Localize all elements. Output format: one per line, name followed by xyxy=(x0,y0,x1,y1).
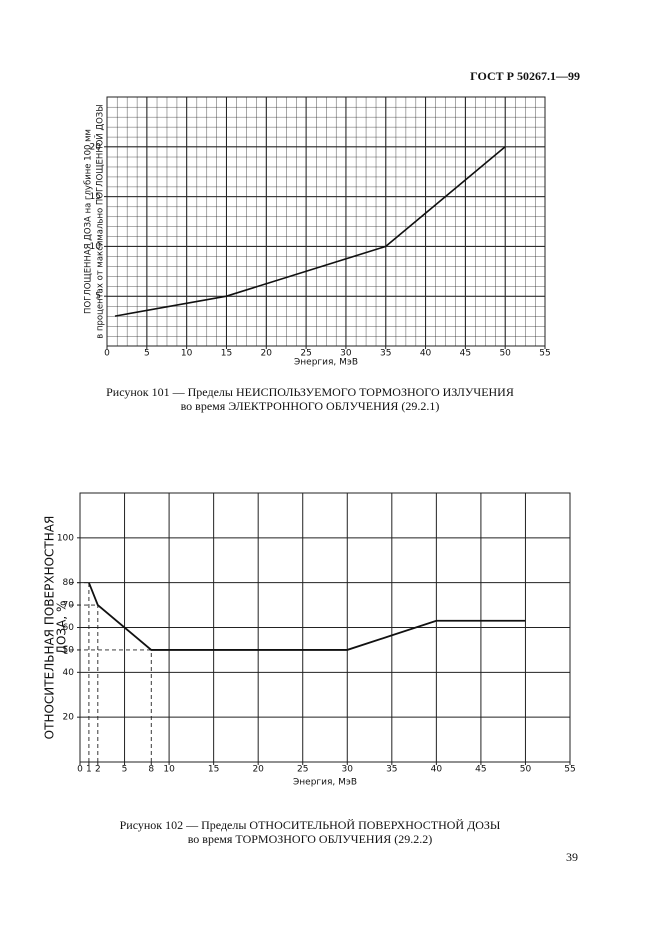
guide-line xyxy=(70,604,99,762)
figure-caption: Рисунок 102 — Пределы ОТНОСИТЕЛЬНОЙ ПОВЕ… xyxy=(120,818,501,832)
x-tick-label: 40 xyxy=(431,765,443,775)
x-tick-label: 55 xyxy=(539,349,550,359)
x-tick-label: 1 xyxy=(86,765,92,775)
data-line xyxy=(88,582,526,651)
x-tick-label: 55 xyxy=(564,765,575,775)
y-axis-label: ОТНОСИТЕЛЬНАЯ ПОВЕРХНОСТНАЯ xyxy=(43,516,57,740)
x-tick-label: 15 xyxy=(221,349,232,359)
x-tick-label: 50 xyxy=(520,765,532,775)
y-tick-label: 80 xyxy=(63,578,75,588)
y-axis-label: в процентах от максимально ПОГЛОЩЕННОЙ Д… xyxy=(94,104,106,339)
x-tick-label: 30 xyxy=(342,765,354,775)
x-axis-label: Энергия, МэВ xyxy=(293,778,357,788)
y-tick-label: 60 xyxy=(63,623,75,633)
data-line xyxy=(114,146,506,317)
x-tick-label: 25 xyxy=(300,349,311,359)
guide-line xyxy=(70,649,152,762)
x-tick-label: 25 xyxy=(297,765,308,775)
x-tick-label: 35 xyxy=(380,349,391,359)
y-axis-label: ПОГЛОЩЕННАЯ ДОЗА на глубине 100 мм xyxy=(84,129,94,314)
x-tick-label: 0 xyxy=(77,765,83,775)
x-tick-label: 5 xyxy=(144,349,150,359)
x-tick-label: 20 xyxy=(252,765,264,775)
y-tick-label: 50 xyxy=(63,645,75,655)
y-tick-label: 100 xyxy=(57,533,74,543)
x-tick-label: 45 xyxy=(460,349,471,359)
x-tick-label: 35 xyxy=(386,765,397,775)
x-tick-label: 15 xyxy=(208,765,219,775)
y-tick-label: 70 xyxy=(63,601,75,611)
x-tick-label: 40 xyxy=(420,349,432,359)
x-tick-label: 30 xyxy=(340,349,352,359)
y-tick-label: 20 xyxy=(90,142,102,152)
y-tick-label: 5 xyxy=(95,292,101,302)
x-tick-label: 8 xyxy=(148,765,154,775)
y-axis-label: ДОЗА, % xyxy=(55,601,69,655)
x-axis-label: Энергия, МэВ xyxy=(294,358,358,368)
guide-line xyxy=(70,582,90,762)
x-tick-label: 45 xyxy=(475,765,486,775)
x-tick-label: 0 xyxy=(104,349,110,359)
x-tick-label: 2 xyxy=(95,765,101,775)
x-tick-label: 50 xyxy=(499,349,511,359)
header: ГОСТ Р 50267.1—99 xyxy=(470,69,580,83)
y-tick-label: 20 xyxy=(63,713,75,723)
x-tick-label: 5 xyxy=(122,765,128,775)
x-tick-label: 10 xyxy=(181,349,193,359)
figure-caption: Рисунок 101 — Пределы НЕИСПОЛЬЗУЕМОГО ТО… xyxy=(106,385,514,399)
figure-caption-2: во время ТОРМОЗНОГО ОБЛУЧЕНИЯ (29.2.2) xyxy=(188,832,433,846)
x-tick-label: 20 xyxy=(261,349,273,359)
x-tick-label: 10 xyxy=(163,765,175,775)
figure-caption-2: во время ЭЛЕКТРОННОГО ОБЛУЧЕНИЯ (29.2.1) xyxy=(181,399,440,413)
fine-grid xyxy=(106,96,546,347)
y-tick-label: 10 xyxy=(90,242,102,252)
y-tick-label: 40 xyxy=(63,668,75,678)
page-number: 39 xyxy=(566,850,578,864)
y-tick-label: 15 xyxy=(90,192,101,202)
